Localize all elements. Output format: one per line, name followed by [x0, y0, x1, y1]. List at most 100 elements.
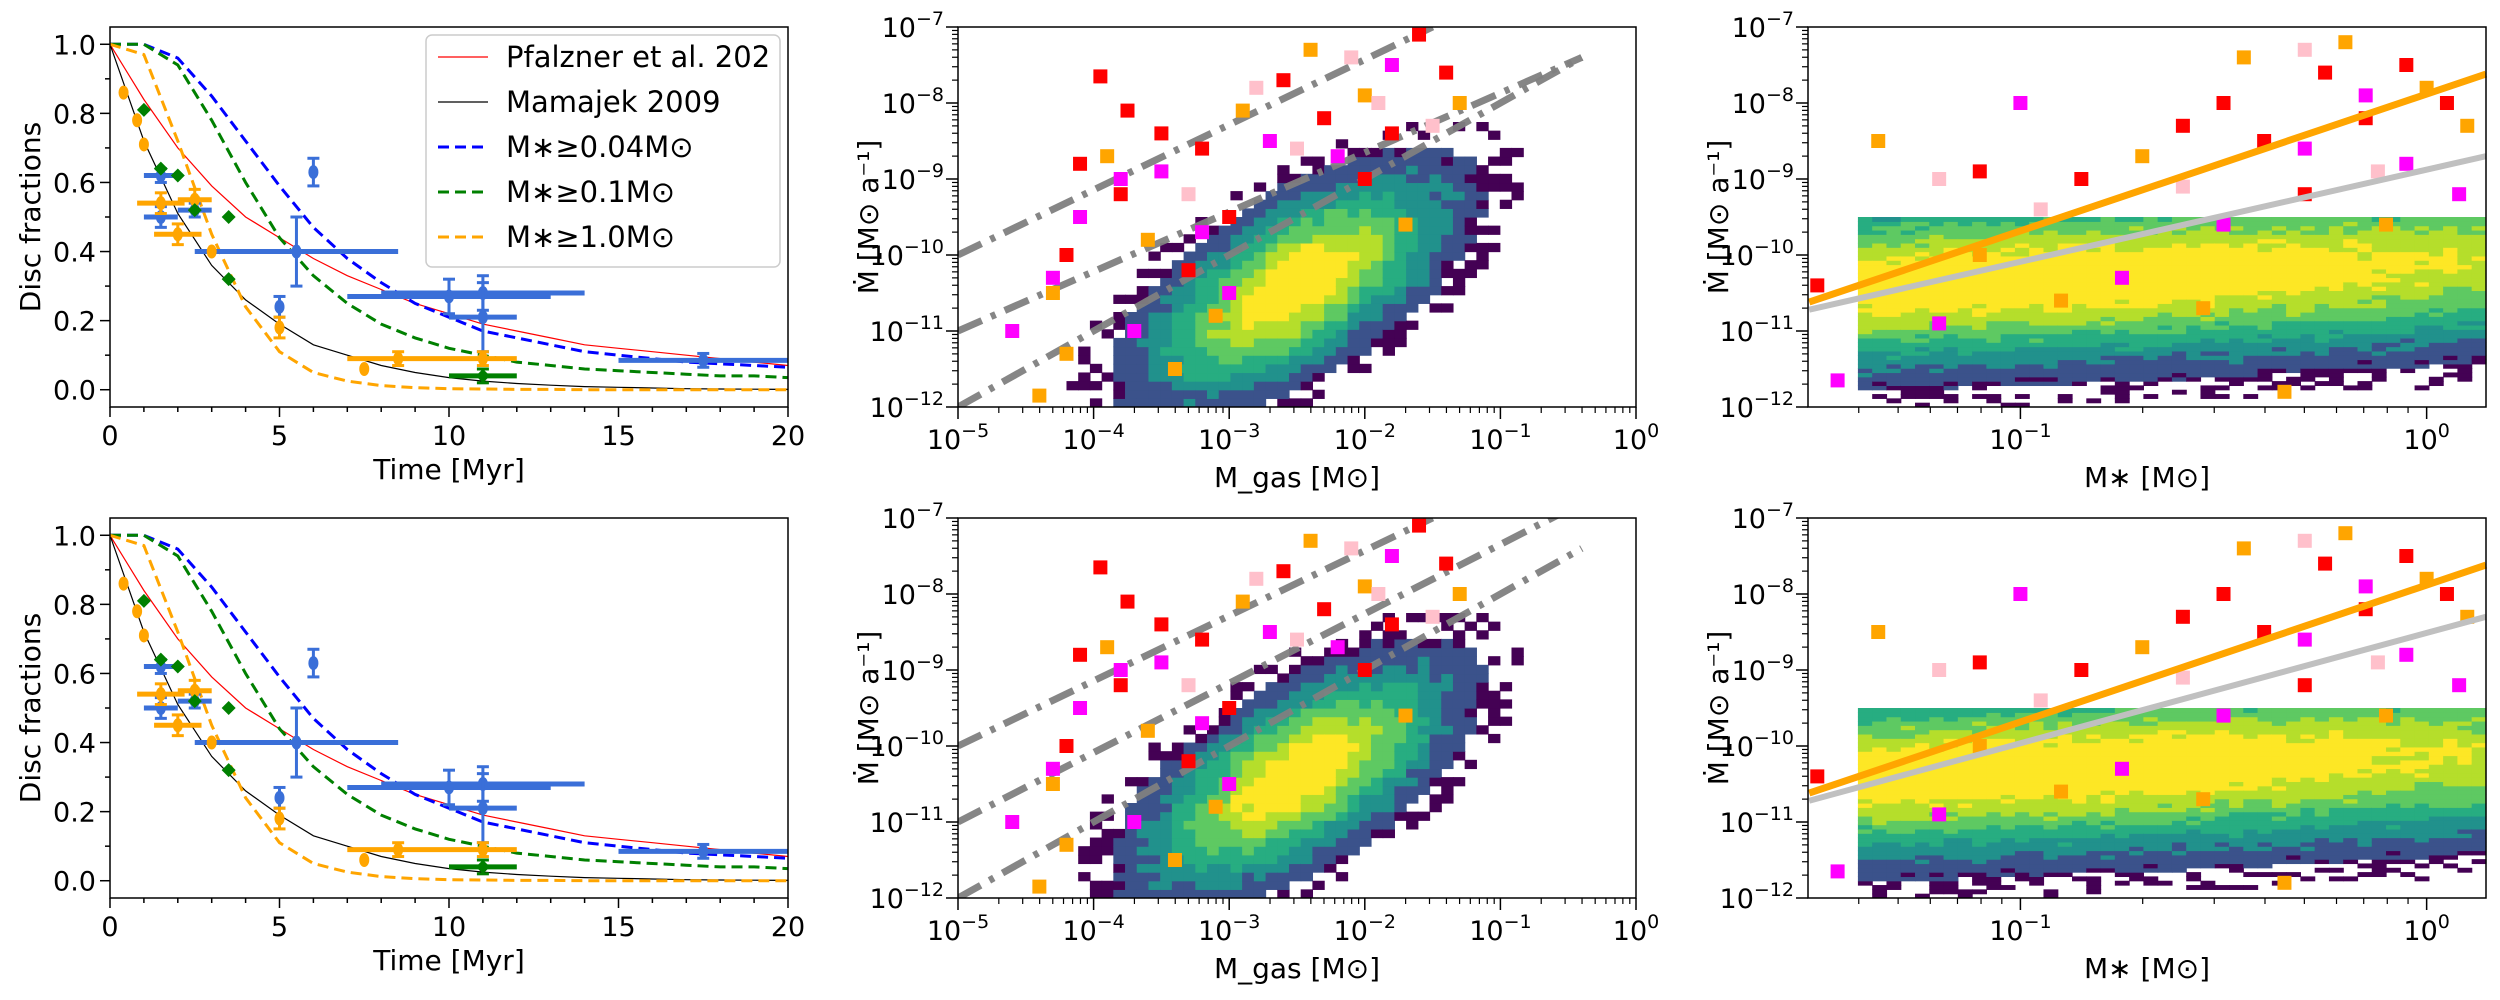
heatmap-cell: [1886, 811, 1902, 817]
heatmap-cell: [2300, 286, 2316, 292]
heatmap-cell: [1101, 846, 1114, 856]
heatmap-cell: [2286, 229, 2301, 235]
heatmap-cell: [2186, 290, 2202, 296]
heatmap-cell: [1370, 751, 1384, 761]
heatmap-cell: [1857, 303, 1873, 309]
heatmap-cell: [2129, 255, 2144, 261]
heatmap-cell: [1242, 268, 1255, 279]
heatmap-cell: [2214, 234, 2230, 240]
heatmap-cell: [1957, 772, 1973, 778]
heatmap-cell: [1886, 359, 1902, 365]
heatmap-cell: [1230, 880, 1243, 890]
heatmap-cell: [2157, 251, 2173, 257]
heatmap-cell: [1277, 880, 1290, 890]
heatmap-cell: [2014, 350, 2030, 356]
heatmap-cell: [1265, 759, 1278, 770]
series-line-3: [110, 42, 788, 380]
scatter-point: [1452, 96, 1467, 110]
heatmap-cell: [2471, 355, 2487, 361]
heatmap-cell: [1370, 725, 1384, 735]
heatmap-cell: [2314, 368, 2330, 374]
heatmap-cell: [2214, 742, 2230, 748]
y-axis-label: Ṁ [M⊙ a⁻¹]: [852, 631, 885, 786]
heatmap-cell: [2057, 255, 2073, 261]
heatmap-cell: [2214, 290, 2230, 296]
heatmap-cell: [1857, 850, 1873, 856]
heatmap-cell: [1242, 785, 1255, 795]
scatter-point: [1167, 362, 1182, 376]
heatmap-cell: [2029, 828, 2045, 834]
heatmap-cell: [1207, 863, 1220, 873]
heatmap-cell: [1160, 768, 1173, 778]
heatmap-cell: [2100, 217, 2116, 222]
heatmap-cell: [2471, 217, 2487, 222]
heatmap-cell: [2086, 777, 2102, 783]
heatmap-cell: [1972, 229, 1987, 235]
heatmap-cell: [1957, 355, 1973, 361]
heatmap-cell: [2114, 841, 2130, 847]
heatmap-cell: [1986, 733, 2002, 739]
observation-point: [347, 277, 551, 316]
heatmap-cell: [1265, 820, 1278, 830]
heatmap-cell: [2014, 221, 2030, 227]
heatmap-cell: [1125, 294, 1138, 304]
heatmap-cell: [2371, 355, 2387, 361]
heatmap-cell: [1872, 742, 1888, 748]
heatmap-cell: [2357, 324, 2373, 330]
heatmap-cell: [2243, 268, 2259, 274]
heatmap-cell: [1277, 381, 1290, 391]
heatmap-cell: [2286, 363, 2301, 369]
heatmap-cell: [1382, 785, 1395, 795]
heatmap-cell: [2328, 324, 2344, 330]
heatmap-cell: [1464, 234, 1477, 244]
heatmap-cell: [2200, 850, 2216, 856]
heatmap-cell: [1195, 880, 1208, 890]
heatmap-cell: [2328, 346, 2344, 352]
heatmap-cell: [1312, 286, 1325, 296]
heatmap-cell: [2343, 234, 2359, 240]
heatmap-cell: [2214, 303, 2230, 309]
heatmap-cell: [2157, 738, 2173, 744]
heatmap-cell: [2443, 355, 2459, 361]
heatmap-cell: [1160, 389, 1173, 399]
heatmap-cell: [2229, 867, 2244, 873]
heatmap-cell: [1464, 173, 1477, 184]
heatmap-cell: [2357, 242, 2373, 248]
heatmap-cell: [2129, 751, 2144, 757]
heatmap-cell: [2057, 720, 2073, 726]
heatmap-cell: [2129, 790, 2144, 795]
heatmap-cell: [2143, 281, 2159, 287]
heatmap-cell: [1499, 682, 1513, 692]
heatmap-cell: [2043, 260, 2059, 266]
heatmap-cell: [2129, 225, 2144, 231]
heatmap-cell: [2129, 316, 2144, 322]
heatmap-cell: [2214, 854, 2230, 860]
heatmap-cell: [1195, 277, 1208, 287]
heatmap-cell: [1429, 751, 1442, 761]
heatmap-cell: [2271, 217, 2287, 222]
heatmap-cell: [2300, 376, 2316, 382]
heatmap-cell: [1915, 359, 1930, 365]
heatmap-cell: [1171, 312, 1185, 322]
heatmap-cell: [2072, 264, 2087, 270]
heatmap-cell: [2157, 768, 2173, 774]
heatmap-cell: [1230, 337, 1243, 348]
heatmap-cell: [2271, 281, 2287, 287]
heatmap-cell: [2186, 247, 2202, 253]
heatmap-cell: [2428, 376, 2444, 382]
heatmap-cell: [1886, 859, 1902, 865]
scatter-point: [1059, 837, 1074, 852]
heatmap-cell: [2271, 350, 2287, 356]
heatmap-cell: [1406, 742, 1419, 752]
heatmap-cell: [1886, 846, 1902, 852]
heatmap-cell: [2072, 372, 2087, 378]
heatmap-cell: [1900, 742, 1916, 748]
heatmap-cell: [1900, 312, 1916, 317]
heatmap-cell: [1207, 759, 1220, 770]
heatmap-cell: [1872, 893, 1888, 898]
heatmap-cell: [1943, 867, 1959, 873]
heatmap-cell: [1929, 376, 1945, 382]
heatmap-cell: [1915, 863, 1930, 869]
heatmap-cell: [2057, 811, 2073, 817]
heatmap-cell: [1929, 372, 1945, 378]
